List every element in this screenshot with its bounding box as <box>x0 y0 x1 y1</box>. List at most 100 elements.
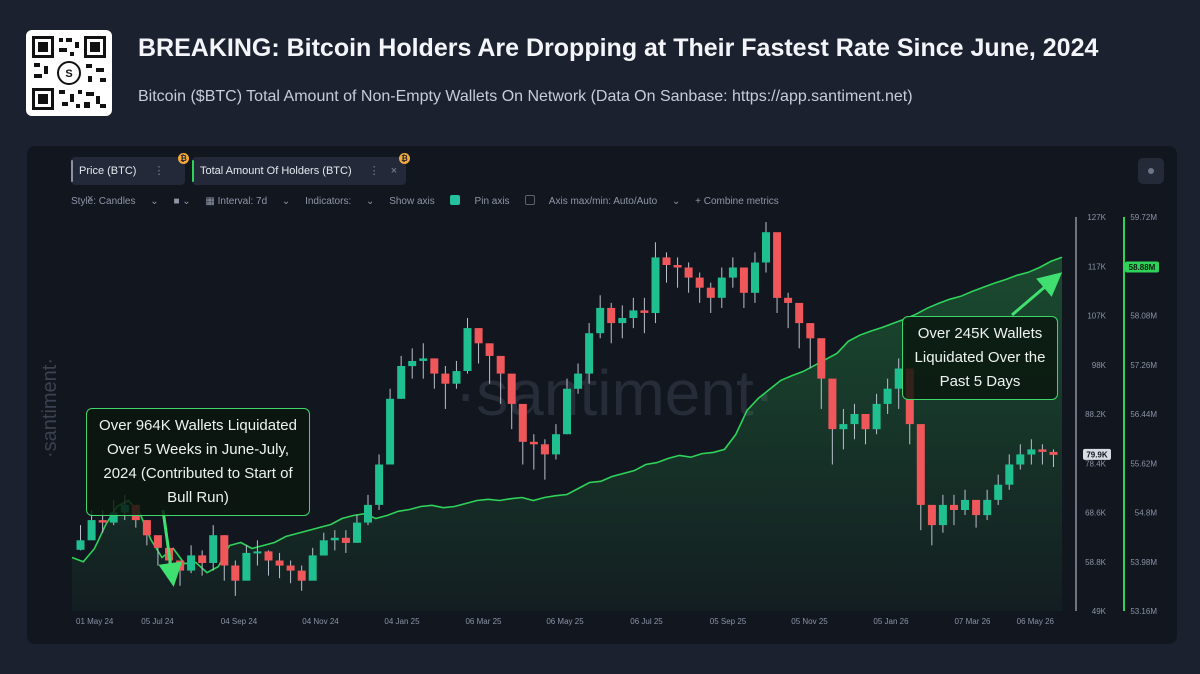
interval-select[interactable]: ▦ Interval: 7d ⌄ <box>205 196 291 207</box>
candle-body <box>651 257 660 313</box>
candle-body <box>640 310 649 313</box>
close-icon[interactable]: × <box>87 193 94 205</box>
candle-body <box>806 323 815 339</box>
price-candle <box>430 358 439 389</box>
combine-metrics-button[interactable]: + Combine metrics <box>695 196 779 207</box>
x-tick-label: 07 Mar 26 <box>954 617 991 626</box>
holders-tick-label: 56.44M <box>1130 410 1157 419</box>
price-candle <box>618 305 627 339</box>
price-tick-label: 78.4K <box>1085 459 1107 468</box>
holders-tick-label: 54.8M <box>1135 509 1158 518</box>
candle-body <box>76 540 85 550</box>
candle-body <box>828 378 837 430</box>
price-candle <box>198 550 207 576</box>
price-candle <box>297 565 306 591</box>
price-candle <box>994 474 1003 505</box>
color-select[interactable]: ■ ⌄ <box>173 196 191 207</box>
candle-body <box>629 310 638 318</box>
x-tick-label: 06 May 25 <box>546 617 584 626</box>
candle-body <box>972 499 981 516</box>
candle-body <box>441 373 450 384</box>
candle-body <box>242 552 251 581</box>
price-candle <box>231 560 240 596</box>
candle-body <box>231 565 240 581</box>
candle-body <box>717 277 726 298</box>
price-current-marker <box>1083 448 1111 460</box>
candle-body <box>607 307 616 324</box>
candle-body <box>618 318 627 324</box>
indicators-select[interactable]: Indicators: ⌄ <box>305 196 375 207</box>
price-candle <box>629 297 638 329</box>
axis-minmax-select[interactable]: Axis max/min: Auto/Auto ⌄ <box>548 196 681 207</box>
tab-holders[interactable]: Total Amount Of Holders (BTC) ⋮ × <box>192 157 406 185</box>
candle-body <box>463 328 472 371</box>
checkbox-checked-icon <box>449 195 460 205</box>
close-icon[interactable]: × <box>390 165 398 177</box>
price-candle <box>927 504 936 546</box>
price-candle <box>286 560 295 584</box>
pin-axis-toggle[interactable]: Pin axis <box>475 195 535 207</box>
tab-price[interactable]: Price (BTC) ⋮ × <box>71 157 185 205</box>
x-tick-label: 04 Sep 24 <box>221 617 258 626</box>
price-candle <box>1049 449 1058 468</box>
more-icon[interactable]: ⋮ <box>153 165 165 177</box>
candle-body <box>1038 449 1047 452</box>
candle-body <box>673 265 682 268</box>
chart-settings-button[interactable] <box>1138 158 1164 184</box>
price-candle <box>784 292 793 329</box>
candle-body <box>353 522 361 543</box>
callout-left: Over 964K Wallets Liquidated Over 5 Week… <box>86 408 310 516</box>
price-axis: 127K 117K 107K 98K 88.2K 78.4K 68.6K 58.8K 49K 79… <box>1075 213 1111 616</box>
price-candle <box>463 318 472 374</box>
price-candle <box>496 355 505 404</box>
x-tick-label: 06 Jul 25 <box>630 617 663 626</box>
candle-body <box>496 355 505 374</box>
candle-body <box>153 535 162 548</box>
price-candle <box>894 358 903 409</box>
candle-body <box>275 560 284 566</box>
price-candle <box>209 525 218 571</box>
show-axis-toggle[interactable]: Show axis <box>389 195 460 207</box>
price-candle <box>585 323 594 384</box>
price-candle <box>518 403 527 465</box>
candle-body <box>861 414 870 430</box>
candle-body <box>739 267 748 293</box>
price-tick-label: 68.6K <box>1085 509 1107 518</box>
price-candle <box>983 489 992 521</box>
price-candle <box>308 547 317 581</box>
price-candle <box>961 489 969 516</box>
candle-body <box>540 444 549 455</box>
price-candle <box>728 257 737 288</box>
style-select[interactable]: Style: Candles ⌄ <box>71 196 159 207</box>
price-candle <box>552 424 560 460</box>
more-icon[interactable]: ⋮ <box>368 165 380 177</box>
candle-body <box>662 257 671 265</box>
price-candle <box>861 414 870 445</box>
holders-tick-label: 57.26M <box>1130 361 1157 370</box>
price-candle <box>540 439 549 480</box>
candle-body <box>319 540 328 556</box>
price-candle <box>795 302 804 349</box>
price-candle <box>485 343 494 384</box>
holders-tick-label: 58.08M <box>1130 312 1157 321</box>
holders-tick-label: 53.16M <box>1130 607 1157 616</box>
x-tick-label: 05 Sep 25 <box>710 617 747 626</box>
price-tick-label: 117K <box>1088 262 1107 271</box>
price-candle <box>773 232 782 313</box>
price-candle <box>751 252 759 303</box>
price-tick-label: 49K <box>1092 607 1107 616</box>
candle-body <box>684 267 693 278</box>
candle-body <box>784 297 793 303</box>
tab-price-label: Price (BTC) <box>79 165 137 177</box>
price-candle <box>529 434 538 470</box>
candle-body <box>817 338 826 379</box>
price-candle <box>419 343 428 379</box>
candle-body <box>308 555 317 581</box>
candle-body <box>563 388 571 435</box>
holders-line <box>71 256 1063 574</box>
x-axis: 01 May 24 05 Jul 24 04 Sep 24 04 Nov 24 04 J… <box>76 617 1055 626</box>
candle-body <box>286 565 295 571</box>
price-candle <box>375 454 384 510</box>
price-candle <box>938 494 947 533</box>
x-tick-label: 04 Jan 25 <box>384 617 420 626</box>
